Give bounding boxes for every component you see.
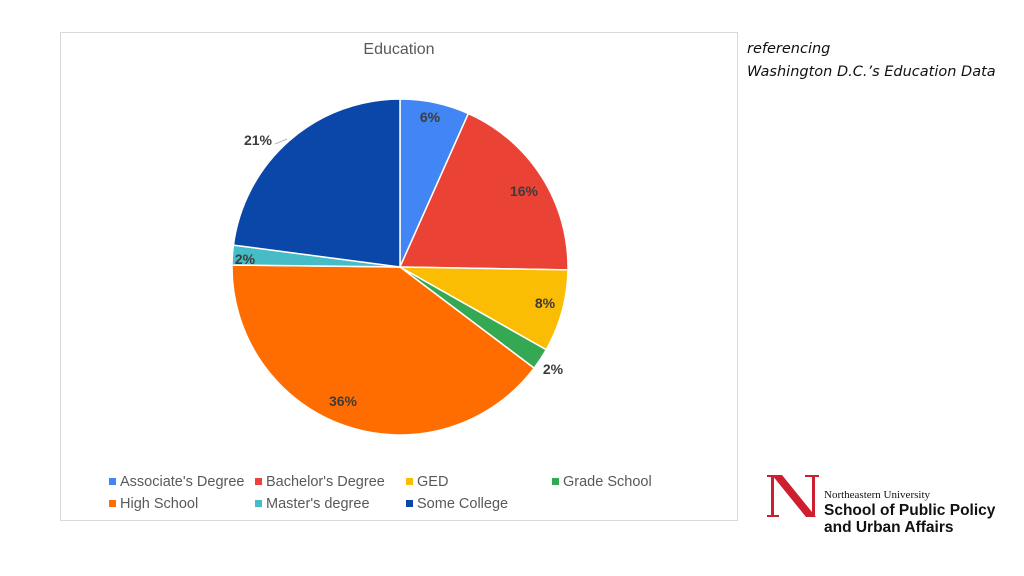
legend-item-ged: GED bbox=[406, 474, 448, 490]
chart-frame: Education 6% 16% 8% 2% 36% 2% 21% Associate's … bbox=[60, 32, 738, 521]
university-name: Northeastern University bbox=[824, 489, 930, 501]
legend-swatch-icon bbox=[552, 477, 559, 485]
legend-swatch-icon bbox=[406, 477, 413, 485]
pie-slice-some-college bbox=[232, 98, 401, 268]
slice-value-label: 36% bbox=[329, 393, 358, 409]
legend-swatch-icon bbox=[109, 499, 116, 507]
school-name: School of Public Policy and Urban Affair… bbox=[824, 502, 996, 536]
legend-item-masters: Master's degree bbox=[255, 496, 370, 512]
pie-slice-bachelor-s-degree bbox=[398, 112, 569, 271]
legend-item-associates: Associate's Degree bbox=[109, 474, 244, 490]
legend-item-high-school: High School bbox=[109, 496, 198, 512]
slice-value-label: 16% bbox=[510, 183, 539, 199]
slice-value-label: 2% bbox=[543, 361, 564, 377]
legend-item-bachelors: Bachelor's Degree bbox=[255, 474, 385, 490]
pie-slice-high-school bbox=[231, 264, 536, 436]
legend-swatch-icon bbox=[255, 477, 262, 485]
legend-swatch-icon bbox=[406, 499, 413, 507]
slice-value-label: 8% bbox=[535, 295, 556, 311]
reference-note: referencing Washington D.C.’s Education … bbox=[747, 38, 996, 84]
reference-line-2: Washington D.C.’s Education Data bbox=[747, 64, 996, 80]
slice-value-label: 21% bbox=[244, 132, 273, 148]
legend-item-grade-school: Grade School bbox=[552, 474, 652, 490]
legend-swatch-icon bbox=[109, 477, 116, 485]
northeastern-logo: Northeastern University School of Public… bbox=[767, 473, 1007, 536]
legend-swatch-icon bbox=[255, 499, 262, 507]
northeastern-n-icon bbox=[767, 475, 819, 517]
reference-line-1: referencing bbox=[747, 41, 831, 57]
chart-title: Education bbox=[363, 41, 435, 58]
slice-value-label: 2% bbox=[235, 251, 256, 267]
slice-value-label: 6% bbox=[420, 109, 441, 125]
label-leader-line bbox=[274, 138, 288, 145]
legend-item-some-college: Some College bbox=[406, 496, 508, 512]
pie-chart: 6% 16% 8% 2% 36% 2% 21% bbox=[231, 98, 569, 436]
